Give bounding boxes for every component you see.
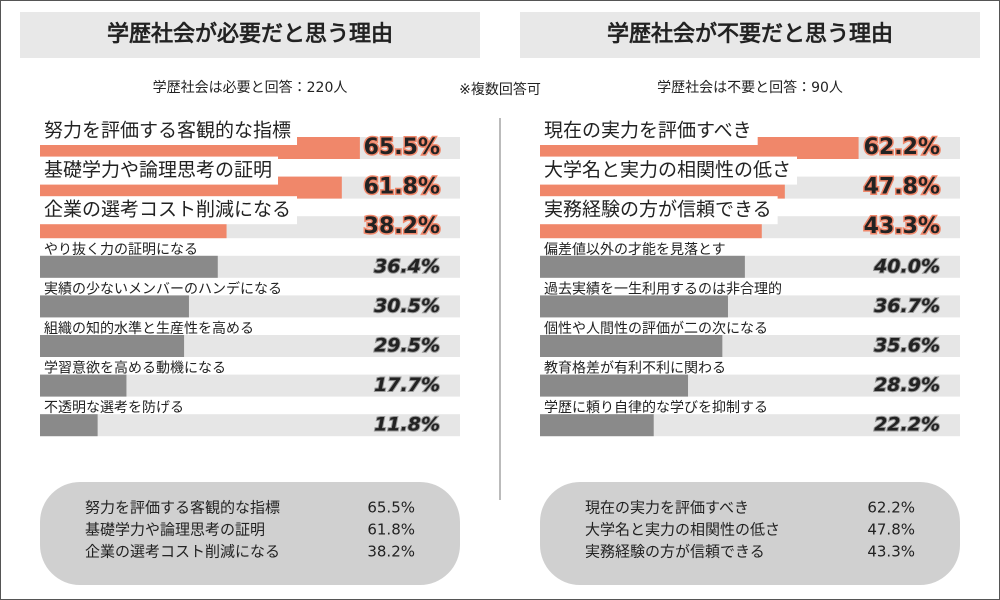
bar-label: 不透明な選考を防げる <box>44 400 184 416</box>
value-label: 11.8% <box>374 414 440 436</box>
bar-label: 教育格差が有利不利に関わる <box>544 361 726 377</box>
value-label: 22.2% <box>874 414 940 436</box>
summary-label: 現在の実力を評価すべき <box>585 499 749 517</box>
summary-label: 努力を評価する客観的な指標 <box>85 499 280 517</box>
bar-label: 過去実績を一生利用するのは非合理的 <box>544 281 782 297</box>
bar-label: 個性や人間性の評価が二の次になる <box>544 321 768 337</box>
chart-title: 学歴社会が必要だと思う理由 <box>107 21 393 47</box>
note: ※複数回答可 <box>459 81 541 98</box>
bar-label: 偏差値以外の才能を見落とす <box>544 242 726 258</box>
value-label: 40.0% <box>873 255 940 277</box>
subtitle: 学歴社会は必要と回答：220人 <box>153 79 348 96</box>
label-bg <box>40 156 279 185</box>
value-label: 43.3% <box>864 214 940 239</box>
label-bg <box>40 117 298 145</box>
bar-label: 学歴に頼り自律的な学びを抑制する <box>544 400 768 416</box>
value-label: 61.8% <box>364 175 440 200</box>
value-label: 35.6% <box>874 335 940 357</box>
value-label: 38.2% <box>364 214 440 239</box>
title-box <box>20 12 480 58</box>
bar-track <box>40 374 460 397</box>
bar-label: 基礎学力や論理思考の証明 <box>44 159 272 181</box>
value-label: 36.7% <box>874 295 940 317</box>
summary-value: 61.8% <box>367 521 415 539</box>
bar <box>40 255 218 278</box>
summary-label: 実務経験の方が信頼できる <box>585 543 765 561</box>
bar-label: やり抜く力の証明になる <box>44 242 198 258</box>
summary-value: 65.5% <box>367 499 415 517</box>
value-label: 29.5% <box>374 335 440 357</box>
subtitle: 学歴社会は不要と回答：90人 <box>657 79 843 96</box>
summary-box <box>40 482 460 585</box>
value-label: 30.5% <box>374 295 440 317</box>
summary-value: 47.8% <box>867 521 915 539</box>
value-label: 62.2% <box>864 135 940 160</box>
bar-label: 実績の少ないメンバーのハンデになる <box>44 280 282 297</box>
bar <box>540 414 654 437</box>
bar-label: 組織の知的水準と生産性を高める <box>44 320 254 337</box>
bar <box>40 295 189 318</box>
value-label: 65.5% <box>364 135 440 160</box>
bar <box>540 255 745 278</box>
value-label: 28.9% <box>874 374 940 396</box>
value-label: 47.8% <box>864 175 940 200</box>
summary-box <box>540 482 960 585</box>
label-bg <box>540 156 798 185</box>
bar <box>40 335 185 357</box>
label-bg <box>40 196 298 225</box>
summary-value: 38.2% <box>367 543 415 561</box>
summary-label: 大学名と実力の相関性の低さ <box>585 521 780 539</box>
summary-label: 企業の選考コスト削減になる <box>85 543 280 561</box>
bar-track <box>40 414 460 437</box>
bar <box>40 414 98 437</box>
bar-label: 現在の実力を評価すべき <box>544 120 752 142</box>
value-label: 17.7% <box>374 374 440 396</box>
summary-value: 62.2% <box>867 499 915 517</box>
label-bg <box>540 196 778 225</box>
summary-value: 43.3% <box>867 543 915 561</box>
bar <box>540 295 728 318</box>
bar <box>40 374 127 397</box>
value-label: 36.4% <box>374 255 440 277</box>
title-box <box>520 12 980 58</box>
bar-label: 実務経験の方が信頼できる <box>544 199 772 221</box>
bar-label: 努力を評価する客観的な指標 <box>44 120 291 142</box>
chart-title: 学歴社会が不要だと思う理由 <box>607 21 893 47</box>
bar <box>540 335 723 357</box>
bar <box>540 374 689 397</box>
summary-label: 基礎学力や論理思考の証明 <box>85 521 265 539</box>
bar-label: 学習意欲を高める動機になる <box>44 360 226 377</box>
bar-label: 大学名と実力の相関性の低さ <box>544 159 791 181</box>
label-bg <box>540 117 758 145</box>
bar-label: 企業の選考コスト削減になる <box>44 199 291 221</box>
